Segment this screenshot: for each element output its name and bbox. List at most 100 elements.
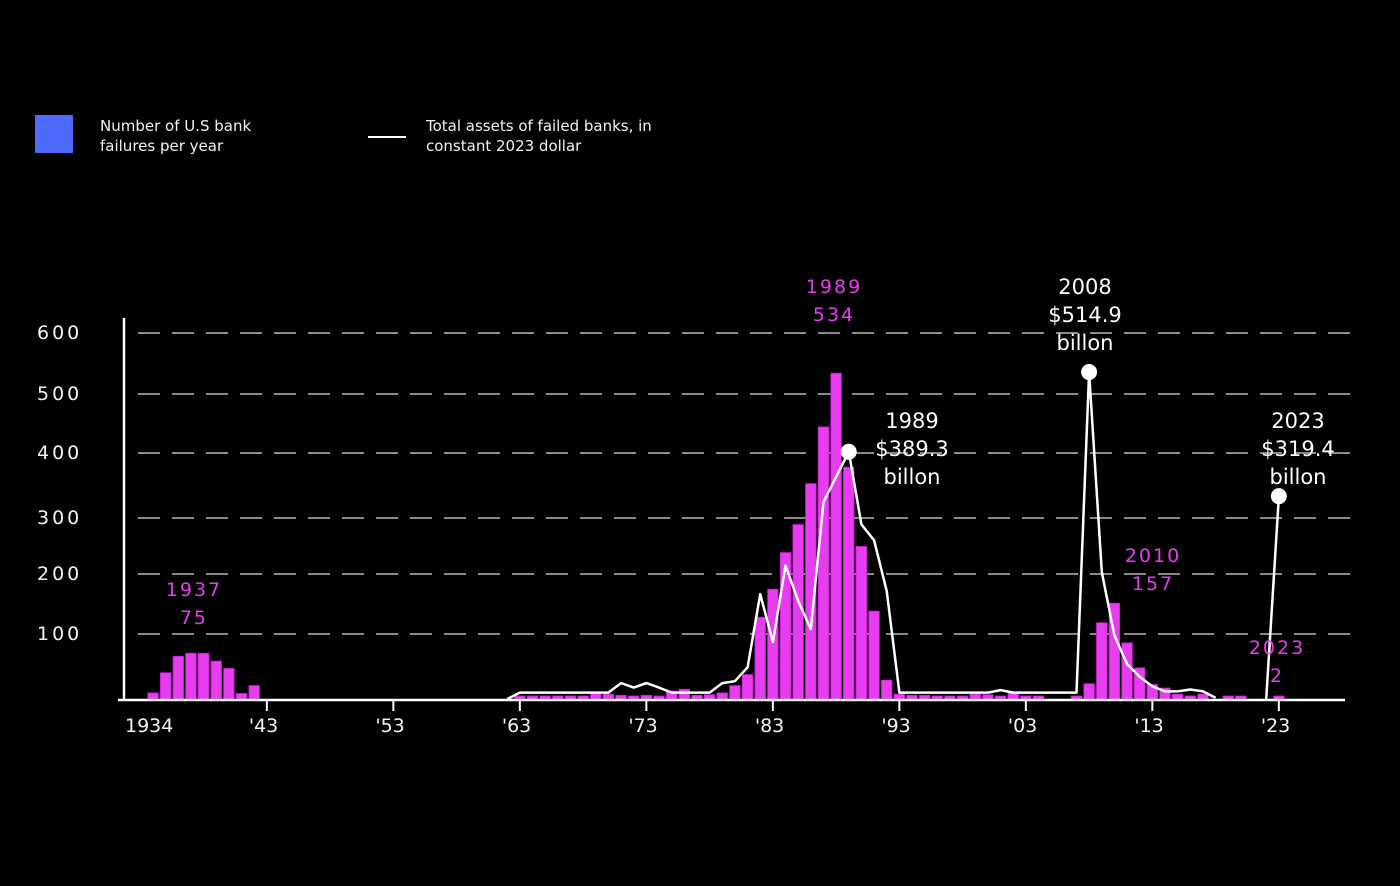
bar-1967 (564, 695, 577, 700)
bar-1977 (691, 694, 703, 700)
annotation-year-bars-2010: 2010 (1125, 545, 1181, 567)
bar-1941 (235, 693, 248, 700)
bar-1974 (653, 695, 665, 700)
x-tick-label: '73 (628, 715, 657, 737)
x-tick-label: '63 (502, 715, 531, 737)
annotation-year-bars-1989: 1989 (806, 276, 862, 298)
bar-2008 (1083, 683, 1095, 700)
bar-2009 (1096, 622, 1108, 700)
annotation-value-line-2023: $319.4 (1261, 437, 1334, 461)
bar-1990 (855, 546, 868, 700)
annotation-unit-line-2008: billon (1057, 331, 1114, 355)
bar-1969 (590, 693, 602, 700)
bar-1964 (526, 695, 539, 700)
x-tick-label: '53 (375, 715, 404, 737)
axes (118, 318, 1345, 702)
bar-1994 (906, 694, 918, 700)
annotation-value-bars-1989: 534 (813, 304, 855, 326)
annotation-year-line-2008: 2008 (1058, 275, 1111, 299)
x-axis-ticks: 1934 '43 '53 '63 '73 '83 '93 '03 '13 '23 (125, 699, 1290, 737)
y-tick-label: 200 (37, 563, 82, 585)
bar-1995 (919, 694, 931, 700)
annotation-year-line-1989: 1989 (885, 409, 938, 433)
bar-2015 (1172, 693, 1184, 700)
bar-1970 (602, 693, 615, 700)
assets-line (506, 370, 1281, 701)
bar-1968 (577, 695, 589, 700)
bar-1973 (640, 694, 652, 700)
bar-1976 (678, 688, 690, 700)
bar-2000 (982, 694, 994, 700)
bar-2001 (994, 695, 1007, 700)
legend-line-label-line1: Total assets of failed banks, in (426, 117, 652, 135)
bar-2016 (1184, 695, 1196, 700)
legend-bars-label-line2: failures per year (100, 137, 224, 155)
bar-1935 (159, 672, 172, 700)
bar-1940 (223, 668, 235, 700)
bar-1965 (539, 695, 551, 700)
x-tick-label: '93 (881, 715, 910, 737)
bar-1979 (716, 692, 728, 700)
annotation-unit-line-1989: billon (884, 465, 941, 489)
bar-1992 (881, 679, 893, 700)
y-tick-label: 100 (37, 623, 82, 645)
bar-1991 (868, 610, 880, 700)
annotation-year-line-2023: 2023 (1271, 409, 1324, 433)
legend-line-label: Total assets of failed banks, in constan… (426, 116, 706, 156)
bar-2007 (1070, 695, 1083, 700)
bar-2004 (1032, 695, 1045, 700)
y-tick-label: 400 (37, 442, 82, 464)
x-tick-label: '13 (1134, 715, 1163, 737)
bar-2019 (1222, 695, 1234, 700)
annotation-value-bars-2010: 157 (1132, 573, 1174, 595)
bar-1981 (741, 674, 754, 700)
x-tick-label: '83 (755, 715, 784, 737)
annotation-year-bars-1937: 1937 (166, 579, 222, 601)
bar-1936 (172, 655, 184, 700)
bar-1942 (248, 685, 260, 700)
bar-1980 (729, 685, 741, 700)
bar-series (147, 372, 1285, 700)
annotation-unit-line-2023: billon (1270, 465, 1327, 489)
bar-1988 (830, 372, 842, 700)
annotation-value-line-2008: $514.9 (1048, 303, 1121, 327)
bar-1963 (514, 695, 526, 700)
annotation-year-bars-2023: 2023 (1249, 637, 1305, 659)
bar-1999 (969, 693, 981, 700)
legend-line-label-line2: constant 2023 dollar (426, 137, 582, 155)
bar-1983 (767, 588, 779, 700)
legend-bars-swatch (35, 115, 73, 153)
bar-1937 (185, 652, 197, 700)
line-highlight-dot-2008 (1081, 364, 1098, 381)
bar-1938 (197, 652, 210, 700)
bar-2020 (1235, 695, 1247, 700)
x-tick-label: 1934 (125, 715, 173, 737)
annotation-value-bars-2023: 2 (1270, 665, 1284, 687)
bar-1972 (628, 695, 640, 700)
bar-2023 (1273, 695, 1285, 700)
line-series (506, 370, 1281, 701)
y-tick-label: 600 (37, 322, 82, 344)
annotation-value-line-1989: $389.3 (875, 437, 948, 461)
bar-1982 (754, 616, 766, 700)
bar-1996 (931, 695, 943, 700)
y-tick-label: 300 (37, 507, 82, 529)
annotation-value-bars-1937: 75 (180, 607, 208, 629)
legend: Number of U.S bank failures per year Tot… (0, 112, 1400, 172)
line-highlight-dot-1989 (840, 443, 857, 460)
bar-1989 (843, 466, 855, 700)
annotations: 1937 75 1989 534 2010 157 2023 2 1989 $389.3 billo… (166, 275, 1335, 687)
x-tick-label: '43 (249, 715, 278, 737)
legend-bars-label-line1: Number of U.S bank (100, 117, 252, 135)
bar-1993 (893, 693, 905, 700)
legend-bars-label: Number of U.S bank failures per year (100, 116, 300, 156)
bar-1998 (956, 695, 969, 700)
bar-1997 (944, 695, 956, 700)
bar-2011 (1121, 642, 1133, 700)
y-tick-label: 500 (37, 383, 82, 405)
bar-2017 (1197, 693, 1209, 700)
bar-1987 (817, 426, 830, 700)
line-highlight-dot-2023 (1270, 488, 1287, 505)
bar-1971 (615, 694, 627, 700)
